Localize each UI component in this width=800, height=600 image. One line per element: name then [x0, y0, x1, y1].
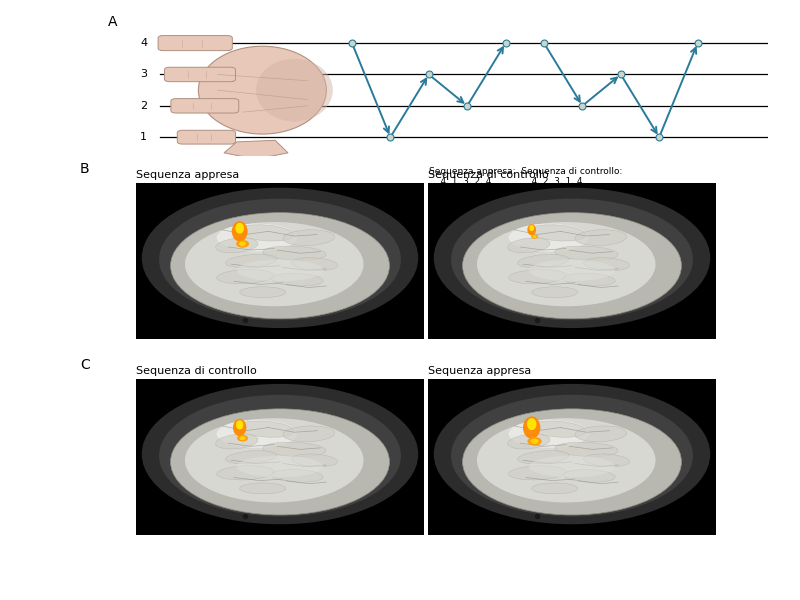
- Ellipse shape: [170, 409, 390, 515]
- Ellipse shape: [518, 451, 569, 464]
- Ellipse shape: [271, 470, 323, 482]
- Ellipse shape: [477, 222, 655, 306]
- Text: Sequenza appresa:  Sequenza di controllo:
    4, 1, 3, 2, 4              4, 2, 3: Sequenza appresa: Sequenza di controllo:…: [429, 167, 622, 187]
- Ellipse shape: [532, 483, 578, 494]
- Text: Sequenza appresa: Sequenza appresa: [428, 366, 531, 376]
- Ellipse shape: [239, 241, 246, 246]
- Ellipse shape: [216, 238, 258, 253]
- Ellipse shape: [237, 259, 323, 281]
- Ellipse shape: [509, 269, 566, 284]
- Ellipse shape: [509, 224, 590, 251]
- Ellipse shape: [529, 259, 615, 281]
- Ellipse shape: [235, 223, 244, 233]
- Ellipse shape: [198, 46, 326, 134]
- Ellipse shape: [237, 455, 323, 478]
- Ellipse shape: [217, 420, 298, 448]
- Ellipse shape: [434, 384, 710, 524]
- Ellipse shape: [575, 426, 626, 442]
- Ellipse shape: [170, 212, 390, 319]
- Ellipse shape: [462, 409, 682, 515]
- Ellipse shape: [217, 466, 274, 480]
- Ellipse shape: [563, 470, 615, 482]
- Ellipse shape: [240, 483, 286, 494]
- Polygon shape: [224, 140, 288, 159]
- Ellipse shape: [142, 384, 418, 524]
- Ellipse shape: [271, 274, 323, 286]
- Ellipse shape: [237, 225, 294, 241]
- Ellipse shape: [292, 258, 338, 271]
- Ellipse shape: [237, 435, 248, 442]
- Ellipse shape: [555, 442, 618, 457]
- FancyBboxPatch shape: [178, 130, 235, 144]
- Ellipse shape: [529, 455, 615, 478]
- Ellipse shape: [518, 254, 569, 268]
- Ellipse shape: [509, 420, 590, 448]
- Ellipse shape: [527, 224, 536, 235]
- Ellipse shape: [508, 238, 550, 253]
- Text: C: C: [80, 358, 90, 372]
- Ellipse shape: [283, 426, 334, 442]
- Text: Sequenza di controllo: Sequenza di controllo: [428, 170, 549, 180]
- Ellipse shape: [434, 188, 710, 328]
- Text: B: B: [80, 162, 90, 176]
- Ellipse shape: [529, 421, 586, 437]
- FancyBboxPatch shape: [171, 98, 238, 113]
- Ellipse shape: [555, 246, 618, 260]
- Ellipse shape: [226, 254, 277, 268]
- Ellipse shape: [216, 434, 258, 449]
- Ellipse shape: [226, 451, 277, 464]
- Ellipse shape: [240, 287, 286, 298]
- FancyBboxPatch shape: [165, 67, 235, 82]
- Ellipse shape: [263, 442, 326, 457]
- Ellipse shape: [236, 240, 249, 248]
- Ellipse shape: [185, 418, 363, 502]
- Ellipse shape: [239, 436, 246, 440]
- Ellipse shape: [292, 454, 338, 467]
- Ellipse shape: [531, 235, 538, 239]
- Ellipse shape: [508, 434, 550, 449]
- Ellipse shape: [563, 274, 615, 286]
- Ellipse shape: [509, 466, 566, 480]
- Ellipse shape: [159, 199, 401, 320]
- Ellipse shape: [530, 225, 534, 231]
- Ellipse shape: [142, 188, 418, 328]
- Ellipse shape: [527, 437, 542, 446]
- Text: 4: 4: [140, 38, 147, 48]
- Text: Sequenza appresa: Sequenza appresa: [136, 170, 239, 180]
- Ellipse shape: [530, 439, 538, 444]
- Ellipse shape: [532, 287, 578, 298]
- Ellipse shape: [233, 419, 246, 436]
- Text: Sequenza di controllo: Sequenza di controllo: [136, 366, 257, 376]
- Ellipse shape: [462, 212, 682, 319]
- Text: A: A: [108, 15, 118, 29]
- Ellipse shape: [451, 199, 693, 320]
- Ellipse shape: [159, 395, 401, 517]
- Text: 3: 3: [140, 70, 147, 79]
- Text: 2: 2: [140, 101, 147, 111]
- Ellipse shape: [527, 418, 537, 430]
- Text: 1: 1: [140, 132, 147, 142]
- Ellipse shape: [256, 59, 333, 121]
- Ellipse shape: [523, 416, 540, 439]
- FancyBboxPatch shape: [158, 35, 232, 50]
- Ellipse shape: [283, 230, 334, 245]
- Ellipse shape: [533, 235, 537, 238]
- Ellipse shape: [237, 421, 294, 437]
- Ellipse shape: [232, 221, 248, 241]
- Ellipse shape: [185, 222, 363, 306]
- Ellipse shape: [529, 225, 586, 241]
- Ellipse shape: [217, 224, 298, 251]
- Ellipse shape: [477, 418, 655, 502]
- Ellipse shape: [236, 420, 243, 430]
- Ellipse shape: [575, 230, 626, 245]
- Ellipse shape: [584, 454, 630, 467]
- Ellipse shape: [451, 395, 693, 517]
- Ellipse shape: [584, 258, 630, 271]
- Ellipse shape: [217, 269, 274, 284]
- Ellipse shape: [263, 246, 326, 260]
